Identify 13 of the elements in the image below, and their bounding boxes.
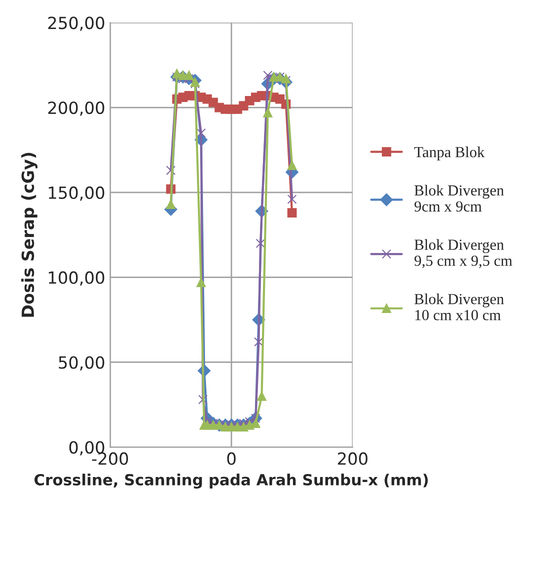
x-axis-title: Crossline, Scanning pada Arah Sumbu-x (mm) <box>34 474 428 489</box>
y-tick-label: 200,00 <box>48 102 104 116</box>
legend-label: Blok Divergen 9,5 cm x 9,5 cm <box>414 239 512 268</box>
y-tick-label: 250,00 <box>48 16 104 31</box>
legend-label: Blok Divergen 10 cm x10 cm <box>414 293 504 320</box>
legend-label: Blok Divergen 9cm x 9cm <box>414 184 504 212</box>
y-tick-label: 100,00 <box>48 271 104 286</box>
x-tick-label: 0 <box>227 452 236 465</box>
y-tick-label: 50,00 <box>58 356 104 371</box>
y-axis-title: Dosis Serap (cGy) <box>21 152 38 317</box>
legend-label: Tanpa Blok <box>414 146 485 160</box>
x-tick-label: 200 <box>338 452 368 465</box>
y-tick-label: 150,00 <box>48 186 104 201</box>
